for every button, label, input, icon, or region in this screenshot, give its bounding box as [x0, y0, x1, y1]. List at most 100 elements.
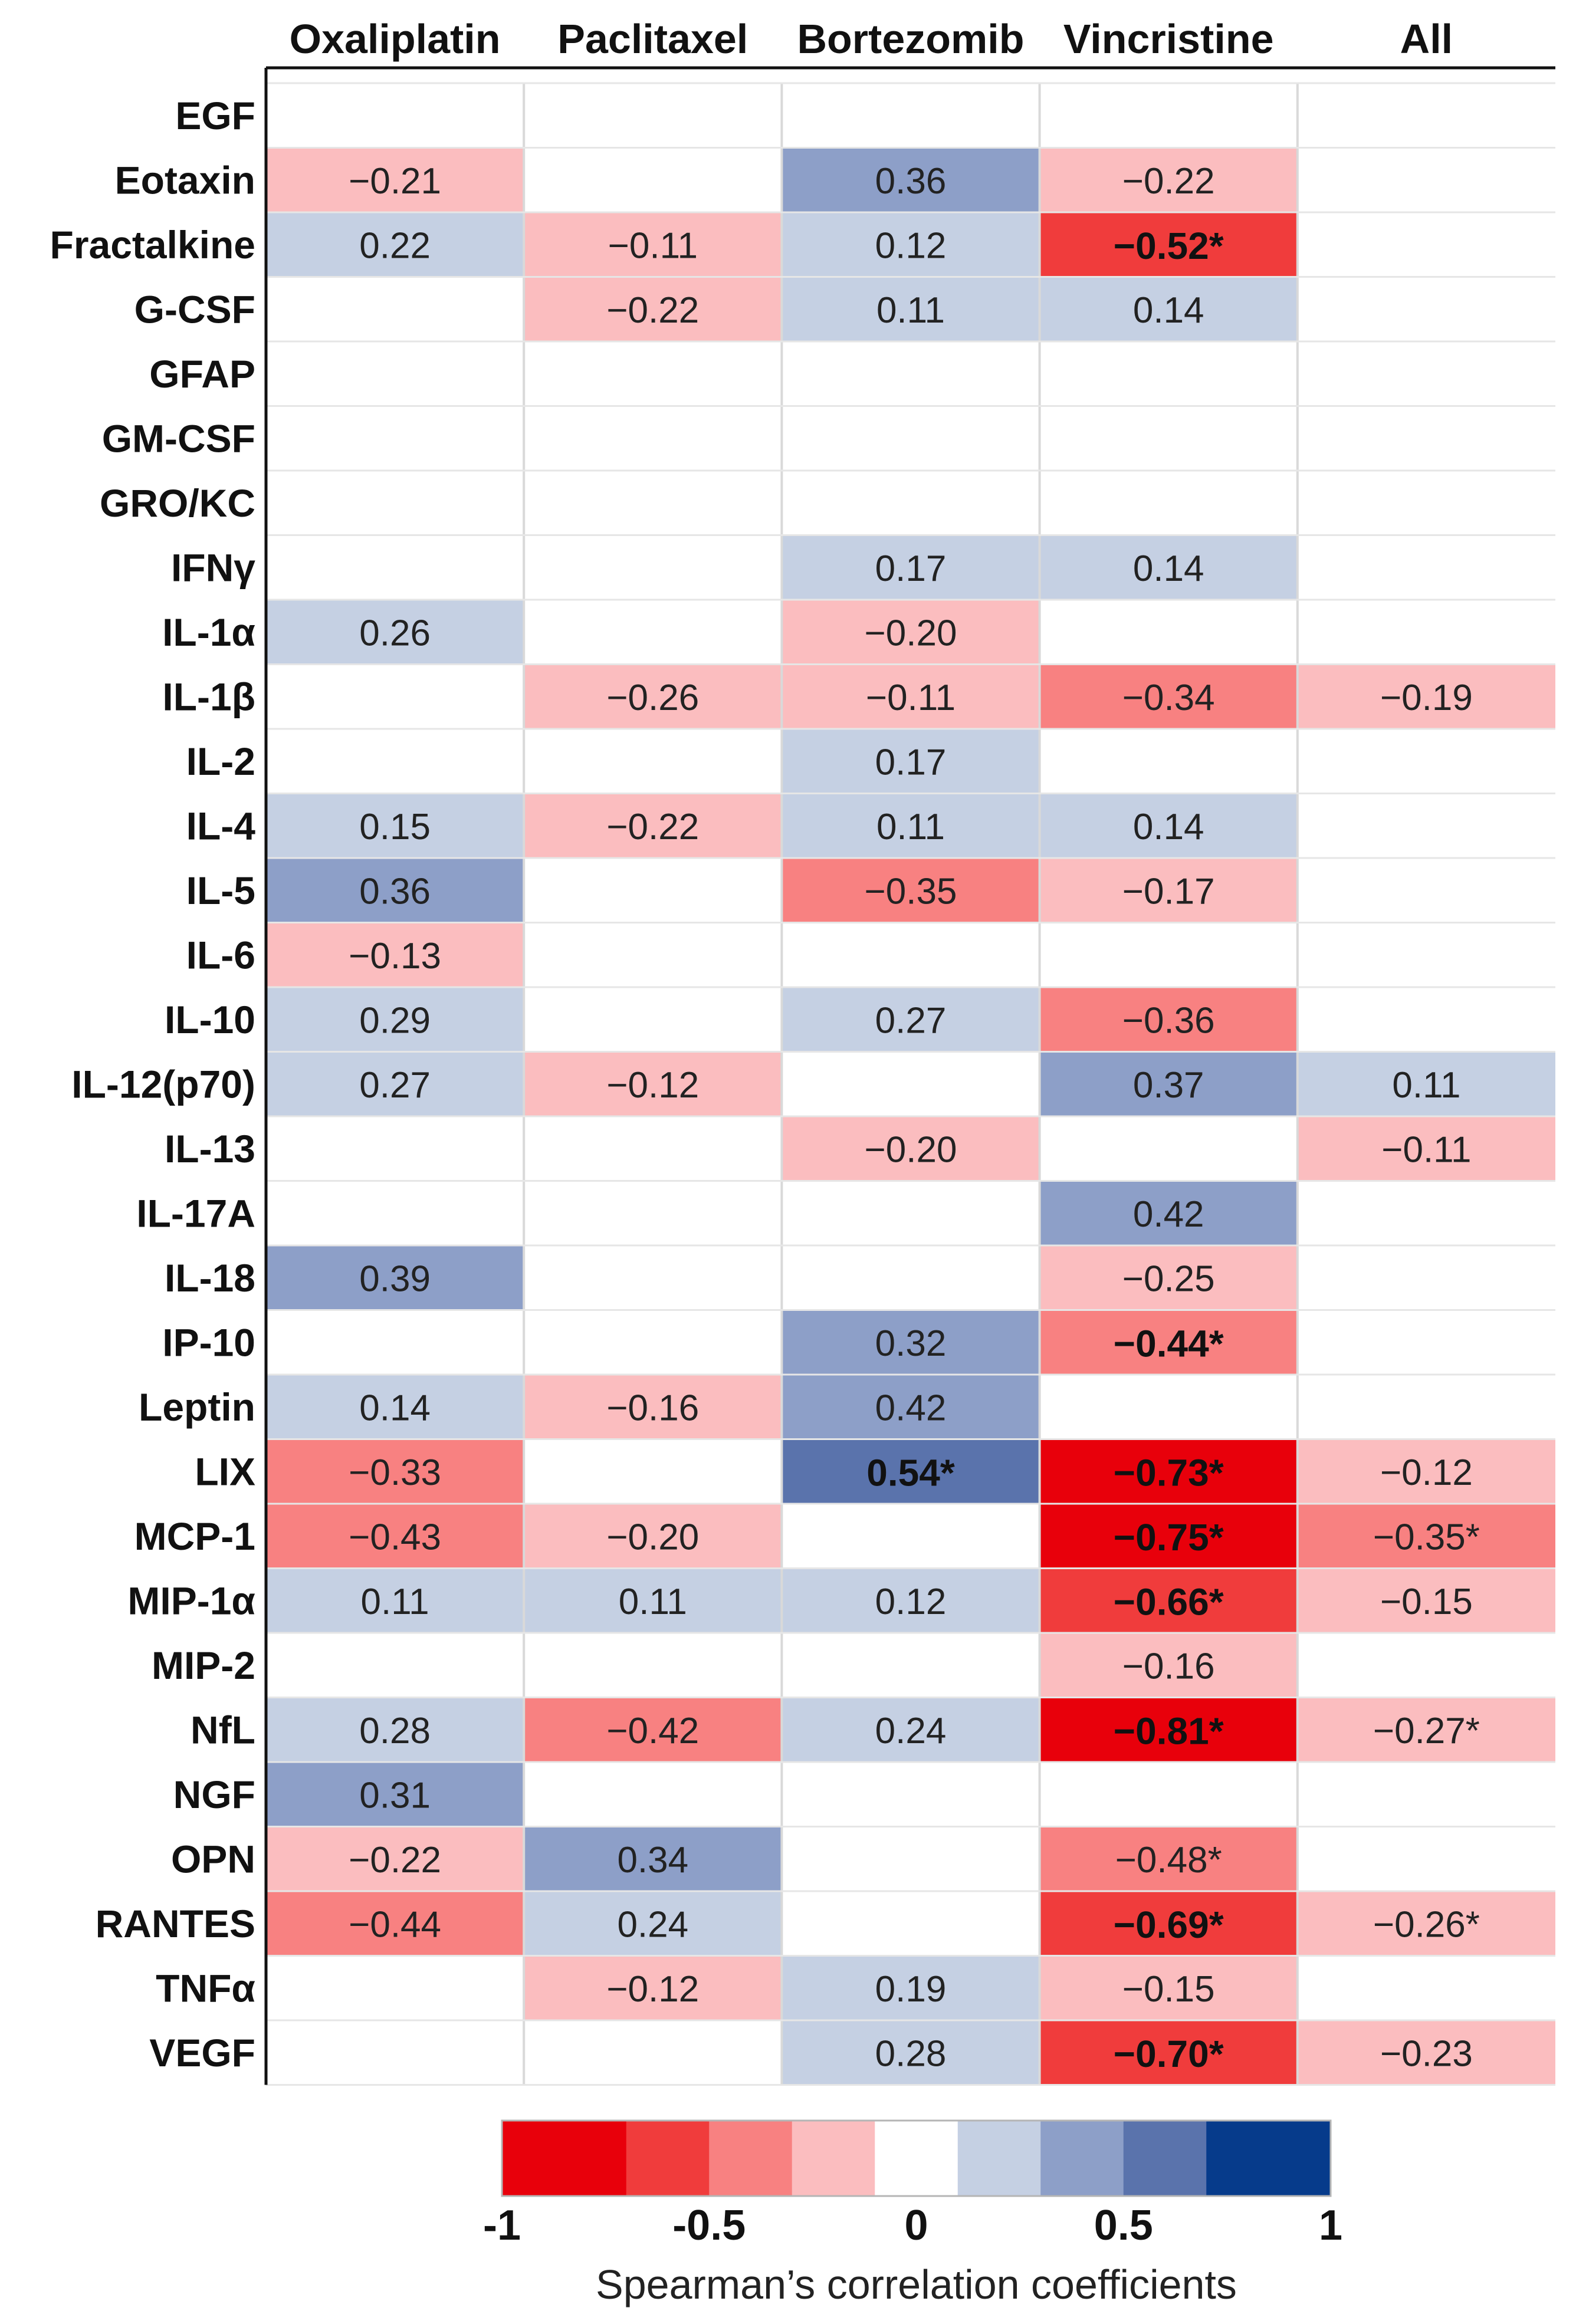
cell-value-label: −0.17: [1122, 871, 1215, 912]
color-scale-swatch: [1123, 2121, 1207, 2196]
cell-value-label: 0.11: [361, 1582, 429, 1622]
color-scale-title: Spearman’s correlation coefficients: [596, 2261, 1237, 2307]
cell-value-label: −0.12: [606, 1065, 699, 1106]
heatmap-cell-leptin-paclitaxel: [524, 1375, 782, 1439]
heatmap-cell-vegf-all: [1297, 2020, 1555, 2085]
cell-value-label: 0.12: [875, 225, 947, 266]
heatmap-cell-il-12-p70-all: [1297, 1051, 1555, 1116]
row-label-opn: OPN: [171, 1837, 255, 1881]
heatmap-cell-il-18-oxaliplatin: [266, 1245, 524, 1310]
heatmap-cell-tnf-bortezomib: [782, 1955, 1040, 2020]
row-label-ifn: IFNγ: [171, 545, 255, 589]
heatmap-cell-mip-1-all: [1297, 1568, 1555, 1633]
cell-value-label: −0.75*: [1114, 1516, 1224, 1559]
column-label-oxaliplatin: Oxaliplatin: [290, 16, 501, 62]
row-label-lix: LIX: [195, 1449, 255, 1493]
row-label-fractalkine: Fractalkine: [50, 223, 256, 267]
color-scale-swatch: [709, 2121, 793, 2196]
heatmap-cell-g-csf-paclitaxel: [524, 277, 782, 341]
row-label-il-13: IL-13: [165, 1127, 255, 1171]
cell-value-label: 0.39: [359, 1258, 431, 1299]
heatmap-cell-mip-2-vincristine: [1039, 1633, 1298, 1698]
cell-value-label: 0.29: [359, 1000, 431, 1041]
cell-value-label: −0.26: [606, 678, 699, 718]
row-label-il-4: IL-4: [186, 804, 256, 847]
cell-value-label: −0.35: [865, 871, 957, 912]
cell-value-label: −0.73*: [1114, 1451, 1224, 1494]
heatmap-cell-il-5-bortezomib: [782, 858, 1040, 923]
cell-value-labels: −0.21 0.36 −0.22 0.22 −0.11 0.12 −0.52* −0.22 0.…: [349, 161, 1480, 2075]
heatmap-cell-il-12-p70-oxaliplatin: [266, 1051, 524, 1116]
heatmap-cell-ngf-oxaliplatin: [266, 1762, 524, 1827]
color-scale-border: [501, 2119, 1332, 2197]
cell-value-label: 0.11: [1392, 1065, 1460, 1106]
cell-value-label: −0.11: [866, 678, 956, 718]
cell-value-label: −0.33: [349, 1452, 441, 1493]
heatmap-cell-il-4-oxaliplatin: [266, 793, 524, 858]
row-labels: EGF Eotaxin Fractalkine G-CSF GFAP GM-CSF GRO/…: [50, 94, 256, 2075]
cell-value-label: −0.42: [606, 1711, 699, 1751]
heatmap-cell-opn-paclitaxel: [524, 1826, 782, 1891]
cell-value-label: −0.35*: [1373, 1517, 1480, 1557]
heatmap-cell-tnf-vincristine: [1039, 1955, 1298, 2020]
heatmap-cell-ip-10-bortezomib: [782, 1310, 1040, 1375]
cell-value-label: −0.43: [349, 1517, 441, 1557]
heatmap-cell-il-1-all: [1297, 664, 1555, 729]
heatmap-cell-mcp-1-oxaliplatin: [266, 1504, 524, 1569]
row-label-il-2: IL-2: [186, 739, 255, 783]
cell-value-label: 0.14: [1133, 548, 1204, 589]
cell-value-label: 0.11: [619, 1582, 687, 1622]
color-scale-tick-label: -1: [483, 2202, 521, 2249]
heatmap-cell-lix-all: [1297, 1439, 1555, 1504]
heatmap-cell-lix-vincristine: [1039, 1439, 1298, 1504]
heatmap-cell-il-1-oxaliplatin: [266, 600, 524, 665]
row-label-mip-2: MIP-2: [152, 1643, 255, 1687]
color-scale-swatch: [502, 2121, 627, 2196]
cell-value-label: 0.32: [875, 1323, 947, 1364]
column-label-all: All: [1400, 16, 1453, 62]
cell-value-label: −0.48*: [1115, 1840, 1222, 1881]
row-label-gm-csf: GM-CSF: [102, 416, 255, 460]
color-scale-swatch: [626, 2121, 710, 2196]
cell-value-label: 0.42: [1133, 1194, 1204, 1235]
cell-value-label: −0.70*: [1114, 2033, 1224, 2075]
row-label-vegf: VEGF: [149, 2031, 255, 2075]
cell-value-label: 0.36: [875, 161, 947, 202]
heatmap-cell-il-17a-vincristine: [1039, 1181, 1298, 1245]
row-label-il-1: IL-1α: [162, 610, 255, 654]
cell-value-label: −0.81*: [1114, 1710, 1224, 1752]
heatmap-cell-eotaxin-vincristine: [1039, 147, 1298, 212]
cell-value-label: 0.36: [359, 871, 431, 912]
cell-value-label: −0.25: [1122, 1258, 1215, 1299]
cell-value-label: 0.17: [875, 742, 947, 783]
heatmap-cell-lix-oxaliplatin: [266, 1439, 524, 1504]
heatmap-cell-mip-1-paclitaxel: [524, 1568, 782, 1633]
cell-value-label: −0.19: [1380, 678, 1473, 718]
cell-value-label: −0.52*: [1114, 225, 1224, 267]
cell-value-label: −0.13: [349, 936, 441, 977]
cell-value-label: 0.14: [1133, 807, 1204, 847]
row-label-mip-1: MIP-1α: [127, 1579, 255, 1622]
heatmap-cell-vegf-bortezomib: [782, 2020, 1040, 2085]
heatmap-cell-il-5-vincristine: [1039, 858, 1298, 923]
heatmap-cell-mcp-1-paclitaxel: [524, 1504, 782, 1569]
heatmap-cell-eotaxin-oxaliplatin: [266, 147, 524, 212]
row-label-il-18: IL-18: [165, 1256, 255, 1300]
heatmap-cell-mcp-1-vincristine: [1039, 1504, 1298, 1569]
heatmap-cell-il-2-bortezomib: [782, 729, 1040, 794]
heatmap-cell-il-4-paclitaxel: [524, 793, 782, 858]
cell-value-label: −0.20: [865, 1129, 957, 1170]
heatmap-cell-fractalkine-vincristine: [1039, 212, 1298, 277]
heatmap-cell-vegf-vincristine: [1039, 2020, 1298, 2085]
cell-value-label: 0.19: [875, 1969, 947, 2010]
cell-value-label: −0.11: [608, 225, 698, 266]
heatmap-cell-ifn-bortezomib: [782, 535, 1040, 600]
heatmap-cell-il-10-oxaliplatin: [266, 987, 524, 1052]
cell-value-label: 0.15: [359, 807, 431, 847]
row-label-tnf: TNFα: [156, 1966, 255, 2010]
row-label-egf: EGF: [175, 94, 255, 137]
heatmap-cell-il-18-vincristine: [1039, 1245, 1298, 1310]
heatmap-cell-ip-10-vincristine: [1039, 1310, 1298, 1375]
cell-value-label: 0.11: [876, 290, 945, 331]
